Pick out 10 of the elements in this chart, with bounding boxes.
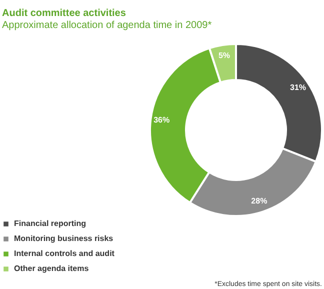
data-label: 28% [251,196,268,206]
legend-label: Internal controls and audit [14,249,115,258]
chart-subtitle: Approximate allocation of agenda time in 2009* [2,20,212,31]
data-label: 5% [218,50,230,60]
chart-title: Audit committee activities [2,8,126,19]
legend-label: Financial reporting [14,219,86,228]
legend-label: Monitoring business risks [14,234,114,243]
data-label: 36% [154,116,170,125]
legend-label: Other agenda items [14,264,90,273]
data-label: 31% [290,82,306,92]
